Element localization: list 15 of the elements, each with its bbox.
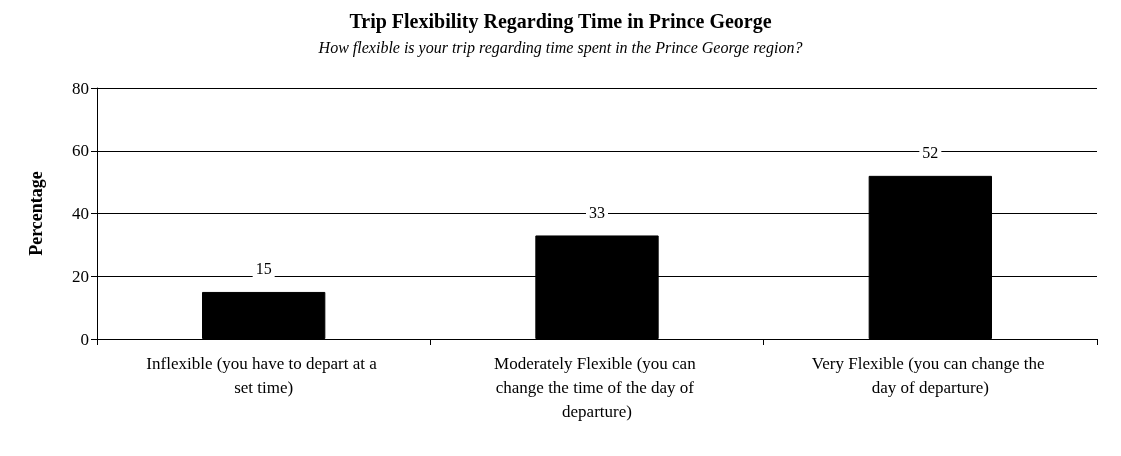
data-label: 33: [589, 203, 605, 221]
y-tick-label: 80: [72, 78, 89, 98]
bar: [202, 291, 326, 339]
data-label: 52: [922, 144, 939, 162]
data-label: 15: [255, 260, 272, 278]
x-tick-label: Inflexible (you have to depart at a set time): [146, 353, 381, 397]
chart-subtitle: How flexible is your trip regarding time spent in the Prince George region?: [317, 38, 803, 57]
y-tick-label: 20: [72, 266, 89, 286]
y-tick-label: 60: [72, 141, 89, 161]
y-axis-title: Percentage: [26, 171, 46, 256]
y-tick-label: 0: [80, 329, 89, 349]
y-tick-label: 40: [72, 204, 89, 223]
chart-title: Trip Flexibility Regarding Time in Prince George: [349, 10, 772, 33]
x-tick-label: Moderately Flexible (you can change the time of the day of departure): [494, 353, 700, 421]
x-tick-label: Very Flexible (you can change the day of departure): [811, 353, 1049, 397]
